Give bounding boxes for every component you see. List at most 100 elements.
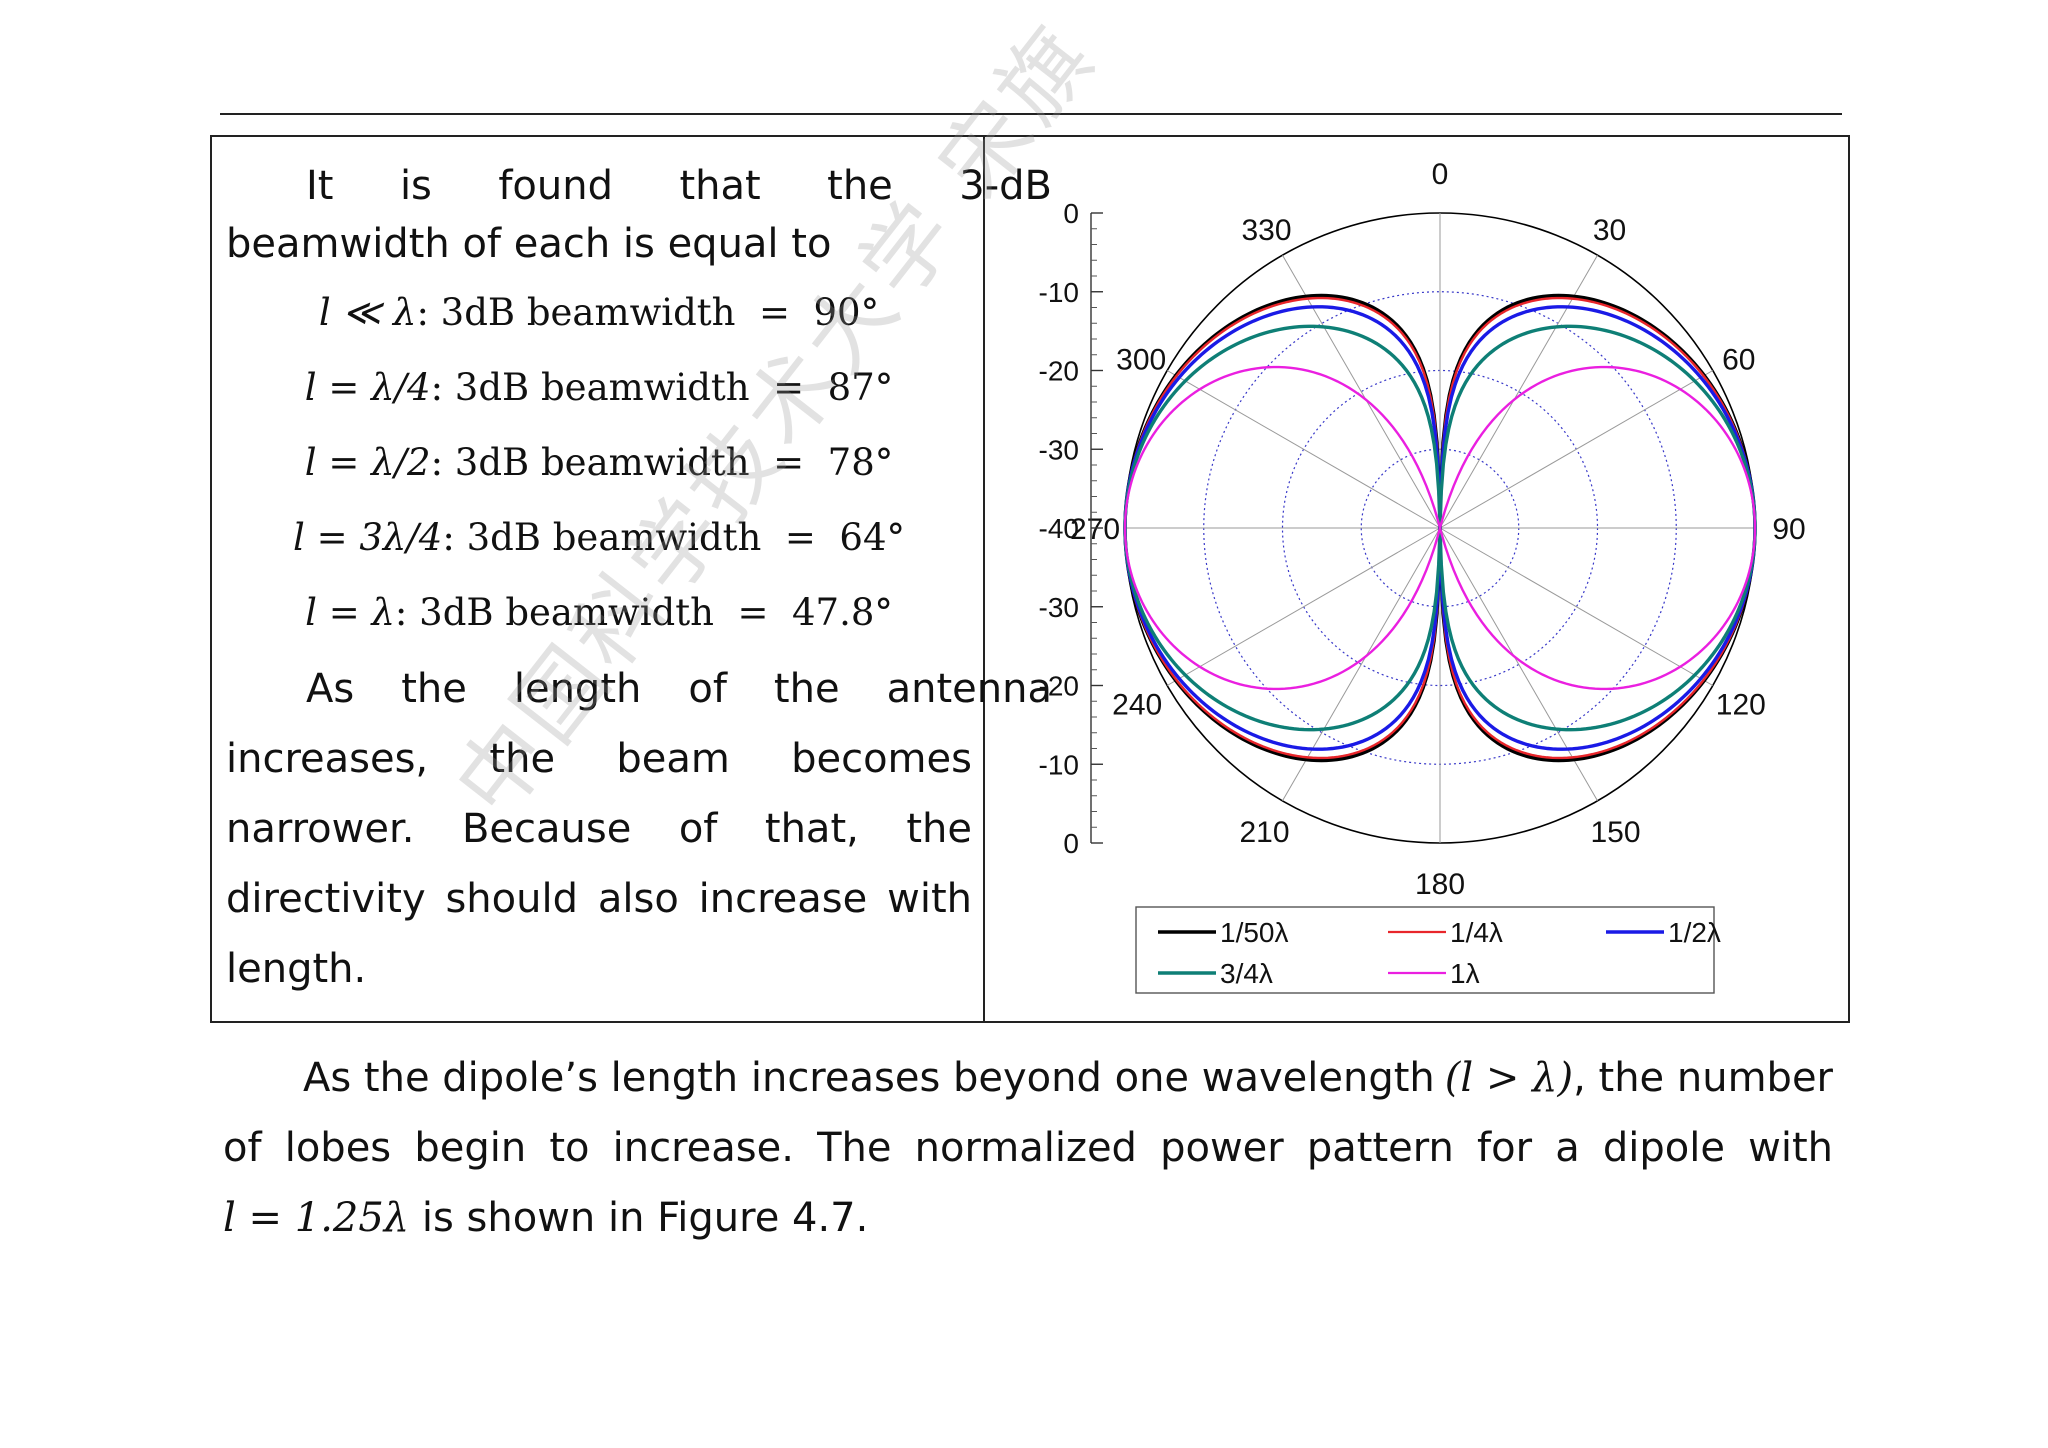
- polar-spoke: [1439, 527, 1598, 802]
- word: for: [1477, 1125, 1533, 1171]
- body-paragraph: As the dipole’s length increases beyond …: [223, 1043, 1833, 1253]
- polar-spoke: [1439, 254, 1598, 529]
- angle-tick-label: 0: [1432, 158, 1449, 191]
- radial-tick-label: 0: [1063, 828, 1079, 859]
- word: power: [1160, 1125, 1284, 1171]
- polar-spoke: [1439, 370, 1714, 529]
- equals-sign: =: [713, 591, 792, 634]
- equation-label: : 3dB beamwidth: [416, 291, 736, 334]
- word: As: [306, 666, 355, 712]
- word: of: [678, 806, 718, 852]
- radial-tick-label: -30: [1039, 592, 1079, 623]
- pattern-curve-4: [1123, 365, 1757, 691]
- header-rule: [220, 113, 1842, 115]
- radial-tick-label: -10: [1039, 749, 1079, 780]
- equation-list: l ≪ λ: 3dB beamwidth = 90° l = λ/4: 3dB b…: [226, 275, 972, 650]
- word: that: [679, 163, 761, 209]
- angle-tick-label: 90: [1772, 513, 1805, 546]
- word: with: [1748, 1125, 1833, 1171]
- para1-line-3: narrower. Because of that, the: [226, 794, 972, 864]
- word: the: [827, 163, 893, 209]
- para1-line-1: As the length of the antenna: [226, 654, 1052, 724]
- word: Because: [461, 806, 632, 852]
- body-line-1-math: (l > λ): [1444, 1055, 1574, 1101]
- intro-line-1: It is found that the 3-dB: [226, 157, 1052, 215]
- word: is: [399, 163, 432, 209]
- word: the: [773, 666, 840, 712]
- word: narrower.: [226, 806, 415, 852]
- para1-line-4: directivity should also increase with: [226, 864, 972, 934]
- para1-line-5: length.: [226, 946, 367, 992]
- body-line-1-tail: , the number: [1573, 1055, 1833, 1101]
- word: the: [489, 736, 556, 782]
- body-line-3: l = 1.25λ is shown in Figure 4.7.: [223, 1183, 1833, 1253]
- angle-tick-label: 210: [1239, 816, 1289, 849]
- equation-value: 90°: [813, 291, 880, 334]
- equation-value: 47.8°: [792, 591, 893, 634]
- angle-tick-label: 180: [1415, 868, 1465, 901]
- body-line-1: As the dipole’s length increases beyond …: [223, 1043, 1833, 1113]
- word: pattern: [1306, 1125, 1454, 1171]
- figure-table: It is found that the 3-dB beamwidth of each i…: [210, 135, 1850, 1023]
- angle-tick-label: 240: [1112, 689, 1162, 722]
- polar-spoke: [1439, 527, 1714, 686]
- word: increases,: [226, 736, 429, 782]
- word: the: [906, 806, 972, 852]
- legend-box: [1135, 906, 1715, 994]
- word: becomes: [791, 736, 972, 782]
- equation-lhs: l = 3λ/4: [292, 516, 443, 559]
- beamwidth-equation: l = λ/2: 3dB beamwidth = 78°: [226, 425, 972, 500]
- word: increase: [698, 876, 868, 922]
- equation-lhs: l = λ: [305, 591, 395, 634]
- word: of: [688, 666, 727, 712]
- radial-tick-label: -10: [1039, 277, 1079, 308]
- equals-sign: =: [749, 441, 828, 484]
- legend-label: 1/2λ: [1668, 917, 1721, 948]
- equation-label: : 3dB beamwidth: [394, 591, 714, 634]
- column-divider: [983, 137, 985, 1021]
- word: should: [445, 876, 578, 922]
- beamwidth-equation: l ≪ λ: 3dB beamwidth = 90°: [226, 275, 972, 350]
- legend-label: 1/4λ: [1450, 917, 1503, 948]
- word: increase.: [612, 1125, 794, 1171]
- equals-sign: =: [761, 516, 840, 559]
- beamwidth-equation: l = λ: 3dB beamwidth = 47.8°: [226, 575, 972, 650]
- body-line-3-text: is shown in Figure 4.7.: [421, 1195, 869, 1241]
- angle-tick-label: 60: [1722, 344, 1755, 377]
- intro-line-2: beamwidth of each is equal to: [226, 221, 832, 267]
- equals-sign: =: [749, 366, 828, 409]
- polar-pattern-chart: 0 30 60 90 120 150 180 210 240 270 300 330 0 -10 -20 -3…: [1039, 158, 1806, 994]
- equation-label: : 3dB beamwidth: [430, 441, 750, 484]
- body-line-2: of lobes begin to increase. The normalized powe…: [223, 1113, 1833, 1183]
- angle-tick-label: 330: [1241, 214, 1291, 247]
- angle-tick-label: 30: [1593, 214, 1626, 247]
- word: length: [513, 666, 642, 712]
- word: normalized: [914, 1125, 1137, 1171]
- equation-label: : 3dB beamwidth: [442, 516, 762, 559]
- polar-spoke: [1282, 527, 1441, 802]
- angle-tick-label: 270: [1070, 513, 1120, 546]
- radial-tick-label: 0: [1063, 198, 1079, 229]
- word: the: [401, 666, 467, 712]
- word: dipole: [1602, 1125, 1725, 1171]
- body-line-1-text: As the dipole’s length increases beyond …: [303, 1055, 1435, 1101]
- word: 3-dB: [959, 163, 1052, 209]
- equals-sign: =: [735, 291, 814, 334]
- legend-label: 3/4λ: [1220, 958, 1273, 989]
- equation-value: 64°: [839, 516, 906, 559]
- polar-spoke: [1166, 527, 1441, 686]
- equation-value: 87°: [827, 366, 894, 409]
- word: of: [223, 1125, 262, 1171]
- legend-label: 1λ: [1450, 958, 1480, 989]
- word: beam: [616, 736, 730, 782]
- body-line-1-end: (l > λ), the number: [1445, 1043, 1833, 1113]
- polar-spoke: [1166, 370, 1441, 529]
- word: It: [306, 163, 334, 209]
- word: The: [817, 1125, 892, 1171]
- equation-lhs: l = λ/2: [304, 441, 431, 484]
- para1-line-2: increases, the beam becomes: [226, 724, 972, 794]
- beamwidth-equation: l = λ/4: 3dB beamwidth = 87°: [226, 350, 972, 425]
- polar-spoke: [1282, 254, 1441, 529]
- word: with: [887, 876, 972, 922]
- equation-label: : 3dB beamwidth: [430, 366, 750, 409]
